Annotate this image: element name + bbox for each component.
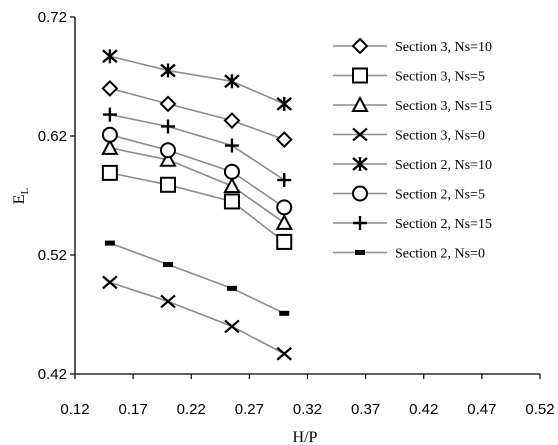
legend-marker: [353, 216, 367, 230]
data-point: [160, 294, 176, 309]
series-4: [102, 275, 292, 361]
series-6: [101, 126, 293, 216]
series-line: [109, 147, 285, 224]
series-line: [109, 113, 285, 181]
data-point: [224, 319, 240, 334]
data-point: [101, 79, 119, 97]
legend-item: Section 3, Ns=0: [333, 127, 485, 144]
series-line: [109, 281, 285, 355]
legend-item: Section 3, Ns=5: [333, 67, 485, 85]
data-point: [160, 142, 176, 159]
data-point: [101, 138, 119, 155]
legend-label: Section 3, Ns=10: [395, 40, 492, 55]
data-point: [224, 138, 239, 153]
y-axis-title-main: E: [11, 194, 28, 204]
data-point: [223, 112, 241, 129]
data-point: [276, 233, 293, 250]
series-3: [101, 138, 293, 230]
legend-label: Section 2, Ns=5: [395, 188, 485, 203]
legend-item: Section 2, Ns=10: [333, 157, 492, 173]
x-tick-label: 0.47: [467, 401, 496, 418]
y-tick-labels: 0.42 0.52 0.62 0.72: [38, 9, 67, 383]
legend: Section 3, Ns=10 Section 3, Ns=5 Section 3…: [333, 37, 492, 262]
series-line: [109, 134, 285, 209]
data-point: [102, 107, 117, 122]
data-point: [161, 119, 175, 134]
data-point: [101, 164, 118, 181]
x-tick-label: 0.37: [351, 401, 380, 418]
legend-marker: [355, 250, 365, 255]
y-axis-title-sub: L: [19, 187, 31, 194]
data-point: [102, 49, 118, 64]
data-point: [276, 346, 292, 361]
data-point: [276, 199, 293, 216]
x-tick-label: 0.17: [119, 401, 148, 418]
series-layer: [101, 49, 293, 361]
x-tick-label: 0.52: [525, 401, 554, 418]
legend-marker: [352, 67, 368, 84]
data-point: [275, 213, 293, 230]
series-1: [101, 79, 293, 148]
legend-marker: [352, 127, 368, 142]
y-tick-label: 0.52: [38, 247, 67, 264]
series-7: [102, 107, 292, 188]
legend-label: Section 3, Ns=15: [395, 99, 492, 114]
legend-marker: [351, 95, 369, 112]
data-point: [275, 131, 293, 148]
data-point: [163, 262, 173, 268]
data-point: [101, 126, 118, 143]
data-point: [277, 173, 292, 188]
legend-item: Section 2, Ns=5: [333, 185, 485, 203]
x-tick-label: 0.27: [235, 401, 264, 418]
data-point: [224, 74, 240, 89]
x-tick-label: 0.12: [60, 401, 89, 418]
x-axis-title: H/P: [293, 429, 318, 445]
y-tick-label: 0.62: [38, 128, 67, 145]
series-line: [109, 55, 285, 105]
data-point: [159, 150, 177, 167]
data-point: [223, 163, 240, 180]
data-point: [160, 63, 176, 78]
y-tick-label: 0.42: [38, 366, 67, 383]
data-point: [223, 176, 241, 193]
axes: [70, 16, 541, 379]
series-5: [102, 49, 293, 111]
x-tick-label: 0.32: [293, 401, 322, 418]
legend-item: Section 2, Ns=15: [333, 216, 492, 232]
x-tick-labels: 0.12 0.17 0.22 0.27 0.32 0.37 0.42 0.47 0.52: [60, 401, 554, 418]
series-2: [101, 164, 293, 250]
x-tick-label: 0.22: [177, 401, 206, 418]
y-axis-title: EL: [11, 187, 31, 204]
legend-label: Section 2, Ns=10: [395, 158, 492, 173]
legend-label: Section 3, Ns=5: [395, 70, 485, 85]
legend-label: Section 2, Ns=0: [395, 247, 485, 262]
data-point: [223, 193, 240, 210]
legend-marker: [352, 157, 368, 171]
series-line: [109, 242, 285, 315]
legend-label: Section 2, Ns=15: [395, 217, 492, 232]
data-point: [226, 285, 237, 291]
series-line: [109, 87, 285, 141]
series-8: [104, 240, 290, 316]
legend-item: Section 3, Ns=15: [333, 95, 492, 114]
legend-item: Section 3, Ns=10: [333, 37, 492, 55]
legend-item: Section 2, Ns=0: [333, 247, 485, 262]
y-tick-label: 0.72: [38, 9, 67, 26]
legend-marker: [352, 185, 368, 202]
data-point: [279, 310, 290, 316]
data-point: [104, 240, 115, 246]
legend-label: Section 3, Ns=0: [395, 129, 485, 144]
legend-marker: [351, 37, 369, 55]
data-point: [159, 95, 177, 113]
series-line: [109, 172, 285, 243]
x-tick-label: 0.42: [409, 401, 438, 418]
data-point: [276, 96, 293, 111]
data-point: [102, 275, 118, 290]
data-point: [160, 176, 176, 193]
